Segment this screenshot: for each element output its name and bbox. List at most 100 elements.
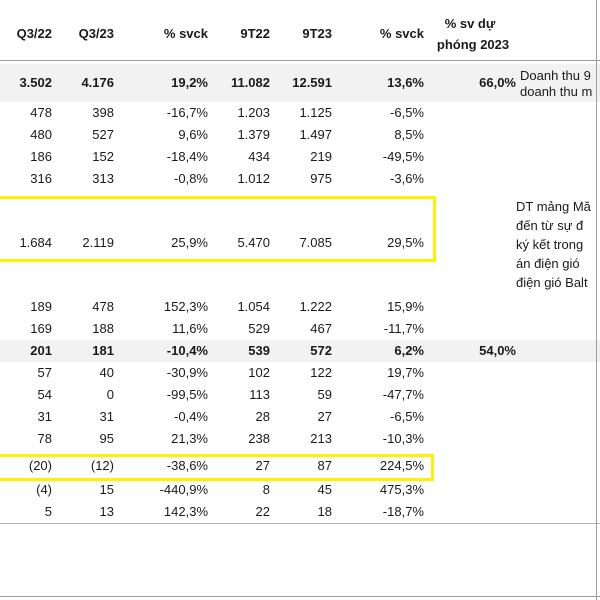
highlight-box-segment-row [0,196,436,262]
cell-9m-22: 1.203 [237,105,270,120]
cell-vs-plan [430,146,516,168]
cell-vs-plan [430,479,516,501]
cell-yoy-quarter: 152,3% [163,299,208,314]
cell-9m-23: 87 [317,458,332,473]
cell-q3-23: 527 [92,127,114,142]
cell-q3-23: 2.119 [82,235,114,250]
cell-vs-plan: 54,0% [479,343,516,358]
cell-yoy-9m: 19,7% [387,365,424,380]
cell-9m-22: 8 [262,482,270,497]
cell-9m-22: 434 [248,149,270,164]
cell-yoy-9m: 29,5% [387,235,424,250]
cell-9m-22: 11.082 [230,75,270,90]
cell-9m-22: 5.470 [237,235,270,250]
cell-yoy-9m: 15,9% [387,299,424,314]
header-divider [0,60,600,61]
cell-q3-23: 478 [92,299,114,314]
cell-vs-plan [430,406,516,428]
table-row: 31 31 -0,4% 28 27 -6,5% [0,406,600,428]
cell-yoy-quarter: -99,5% [166,387,208,402]
header-yoy-9m: % svck [379,26,424,41]
cell-yoy-9m: -49,5% [382,149,424,164]
cell-9m-22: 1.379 [237,127,270,142]
cell-q3-22: (20) [28,458,52,473]
cell-yoy-quarter: 19,2% [171,75,208,90]
cell-q3-23: 13 [99,504,114,519]
cell-q3-22: 186 [30,149,52,164]
cell-vs-plan [430,196,516,290]
cell-yoy-quarter: 21,3% [171,431,208,446]
table-row: (4) 15 -440,9% 8 45 475,3% [0,479,600,501]
cell-9m-23: 45 [317,482,332,497]
cell-q3-22: 201 [30,343,52,358]
cell-q3-23: 4.176 [81,75,114,90]
header-yoy-quarter: % svck [163,26,208,41]
cell-9m-23: 59 [317,387,332,402]
cell-yoy-9m: 8,5% [394,127,424,142]
cell-yoy-quarter: -30,9% [166,365,208,380]
cell-vs-plan: 66,0% [479,75,516,90]
table-row: 3.502 4.176 19,2% 11.082 12.591 13,6% 66,0% [0,64,600,102]
cell-yoy-9m: -18,7% [382,504,424,519]
cell-yoy-quarter: -10,4% [166,343,208,358]
table-bottom-rule [0,523,600,524]
cell-q3-22: 5 [44,504,52,519]
cell-q3-22: 78 [37,431,52,446]
table-row: 57 40 -30,9% 102 122 19,7% [0,362,600,384]
cell-yoy-quarter: -0,4% [174,409,208,424]
cell-yoy-9m: 224,5% [379,458,424,473]
table-row: 1.684 2.119 25,9% 5.470 7.085 29,5% [0,196,600,290]
cell-9m-23: 7.085 [299,235,332,250]
table-row: 478 398 -16,7% 1.203 1.125 -6,5% [0,102,600,124]
cell-9m-23: 572 [310,343,332,358]
table-row: 169 188 11,6% 529 467 -11,7% [0,318,600,340]
cell-9m-23: 12.591 [292,75,332,90]
cell-vs-plan [430,455,516,477]
cell-q3-22: 478 [30,105,52,120]
cell-9m-22: 22 [255,504,270,519]
cell-9m-22: 539 [248,343,270,358]
header-vs-plan-line2: phóng 2023 [436,37,510,52]
cell-q3-23: 313 [92,171,114,186]
cell-9m-22: 102 [248,365,270,380]
cell-vs-plan [430,501,516,523]
table-row: 78 95 21,3% 238 213 -10,3% [0,428,600,450]
cell-q3-23: 95 [99,431,114,446]
cell-9m-22: 27 [255,458,270,473]
header-q3-23: Q3/23 [78,26,114,41]
cell-yoy-9m: 13,6% [387,75,424,90]
frame-right-edge [596,0,597,600]
cell-9m-23: 213 [310,431,332,446]
cell-9m-23: 1.497 [299,127,332,142]
cell-yoy-9m: 6,2% [394,343,424,358]
cell-9m-23: 18 [317,504,332,519]
header-q3-22: Q3/22 [16,26,52,41]
cell-yoy-quarter: -440,9% [159,482,208,497]
table-row: 316 313 -0,8% 1.012 975 -3,6% [0,168,600,190]
table-row: 186 152 -18,4% 434 219 -49,5% [0,146,600,168]
cell-yoy-quarter: 11,6% [172,321,208,336]
cell-yoy-9m: -6,5% [390,409,424,424]
cell-9m-23: 1.125 [299,105,332,120]
table-row: 201 181 -10,4% 539 572 6,2% 54,0% [0,340,600,362]
cell-yoy-9m: -47,7% [382,387,424,402]
header-9m-22: 9T22 [240,26,270,41]
cell-yoy-quarter: -0,8% [174,171,208,186]
cell-q3-23: 0 [106,387,114,402]
cell-yoy-9m: -11,7% [383,321,424,336]
cell-q3-23: 31 [99,409,114,424]
table-row: 480 527 9,6% 1.379 1.497 8,5% [0,124,600,146]
cell-9m-22: 113 [249,387,270,402]
table-row: 5 13 142,3% 22 18 -18,7% [0,501,600,523]
cell-q3-23: 398 [92,105,114,120]
header-vs-plan-line1: % sv dự [444,16,496,31]
cell-q3-23: 188 [92,321,114,336]
cell-9m-23: 1.222 [299,299,332,314]
cell-q3-23: 15 [99,482,114,497]
cell-yoy-quarter: -18,4% [166,149,208,164]
cell-q3-22: 169 [30,321,52,336]
cell-q3-22: 3.502 [19,75,52,90]
cell-vs-plan [430,296,516,318]
table-row: 54 0 -99,5% 113 59 -47,7% [0,384,600,406]
cell-vs-plan [430,362,516,384]
